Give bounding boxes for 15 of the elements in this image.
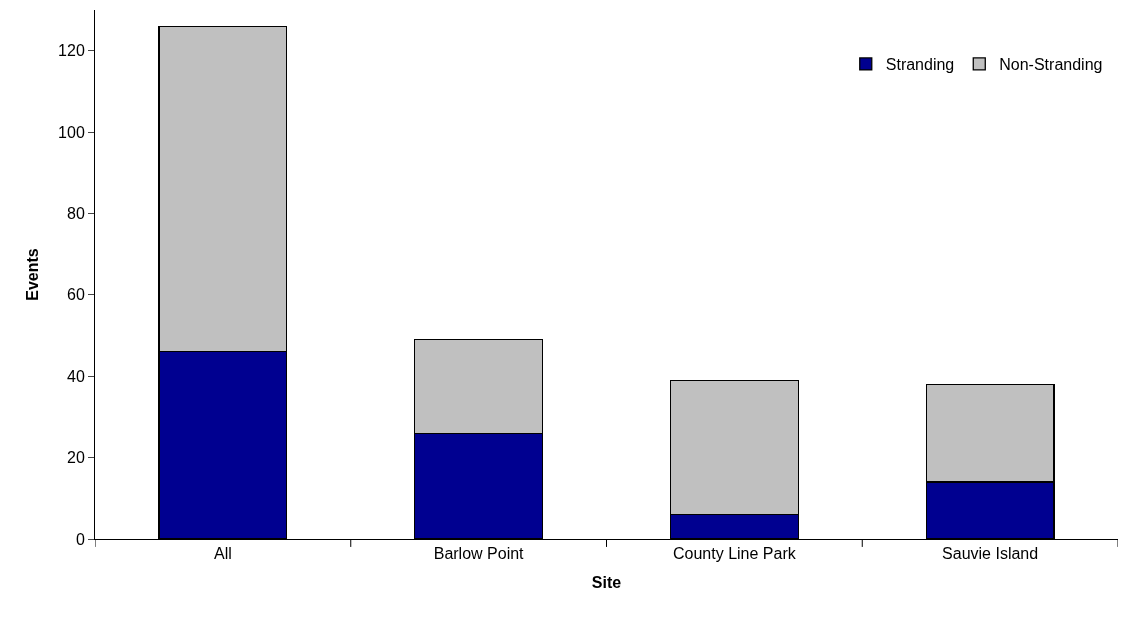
y-tick-label: 120 [58,42,85,60]
legend-label: Stranding [885,56,955,74]
y-tick-label: 0 [75,530,85,548]
y-axis-title: Events [24,248,41,301]
x-tick-label: County Line Park [673,545,797,563]
legend-label: Non-Stranding [999,56,1103,74]
y-tick-label: 60 [67,286,85,304]
x-axis-title: Site [591,573,622,591]
x-tick-label: Barlow Point [433,545,525,563]
x-tick-label: All [213,545,232,563]
y-tick-label: 20 [67,449,85,467]
y-tick-label: 40 [67,367,85,385]
x-tick-label: Sauvie Island [942,545,1039,563]
y-tick-label: 80 [67,205,85,223]
y-tick-label: 100 [58,123,85,141]
